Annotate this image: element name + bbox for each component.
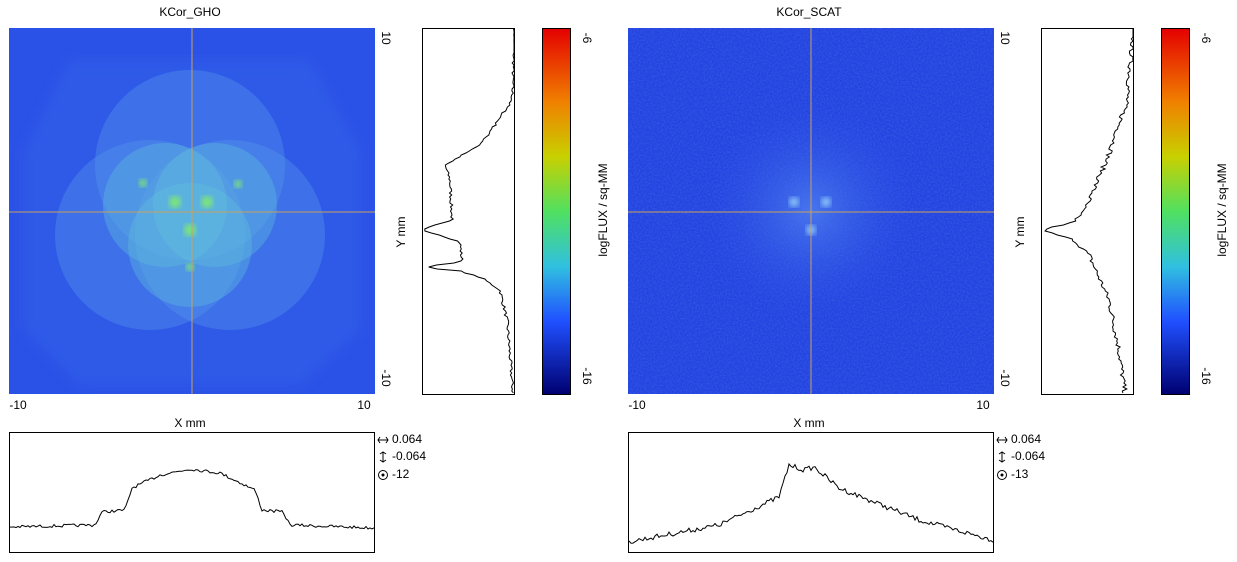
readout: 0.064 [1011, 432, 1041, 446]
plot-title: KCor_GHO [159, 5, 220, 19]
icon-target [381, 473, 385, 477]
profile-box [1041, 28, 1134, 395]
icon-target [378, 470, 388, 480]
readout: -13 [1011, 467, 1029, 481]
lobe [135, 140, 325, 330]
vertical-profile [424, 28, 515, 394]
horizontal-profile [9, 469, 375, 530]
icon-horizontal [996, 436, 1008, 444]
colorbar [542, 28, 571, 395]
lobe [128, 183, 252, 307]
spot [821, 197, 831, 207]
profile-box [422, 28, 515, 395]
readout: 0.064 [392, 432, 422, 446]
profile-box [628, 432, 994, 553]
spot [201, 196, 213, 208]
x-tick-label: 10 [976, 398, 990, 412]
colorbar-tick-label: -16 [580, 367, 594, 385]
lobe [153, 143, 277, 267]
x-tick-label: -10 [628, 398, 646, 412]
profile-box [9, 432, 375, 553]
lobe [55, 140, 245, 330]
icon-target [997, 470, 1007, 480]
spot [184, 224, 196, 236]
x-tick-label: 10 [357, 398, 371, 412]
colorbar-tick-label: -6 [1199, 33, 1213, 44]
y-axis-label: Y mm [1013, 216, 1027, 247]
plot-panel: KCor_GHO 10 -10 Y mm -10 10 X mm -6 -16 logFLUX /… [9, 5, 610, 553]
icon-horizontal [377, 436, 389, 444]
icon-vertical [998, 451, 1006, 463]
readout: -12 [392, 467, 410, 481]
colorbar-label: logFLUX / sq-MM [1215, 163, 1229, 256]
y-tick-label: 10 [998, 31, 1012, 45]
lobe [103, 143, 227, 267]
colorbar [1161, 28, 1190, 395]
y-axis-label: Y mm [394, 216, 408, 247]
spot [789, 197, 799, 207]
readout: -0.064 [1011, 449, 1045, 463]
spot [139, 179, 147, 187]
spot [186, 263, 194, 271]
horizontal-profile [628, 462, 994, 544]
spot [169, 196, 181, 208]
y-tick-label: 10 [379, 31, 393, 45]
x-axis-label: X mm [174, 416, 205, 430]
icon-vertical [379, 451, 387, 463]
x-tick-label: -10 [9, 398, 27, 412]
plot-title: KCor_SCAT [776, 5, 842, 19]
colorbar-tick-label: -16 [1199, 367, 1213, 385]
y-tick-label: -10 [379, 369, 393, 387]
x-axis-label: X mm [793, 416, 824, 430]
icon-target [1000, 473, 1004, 477]
colorbar-label: logFLUX / sq-MM [596, 163, 610, 256]
colorbar-tick-label: -6 [580, 33, 594, 44]
readout: -0.064 [392, 449, 426, 463]
spot [234, 180, 242, 188]
plot-panel: KCor_SCAT 10 -10 Y mm -10 10 X mm -6 -16 logFLUX … [628, 5, 1229, 553]
y-tick-label: -10 [998, 369, 1012, 387]
vertical-profile [1044, 29, 1134, 394]
